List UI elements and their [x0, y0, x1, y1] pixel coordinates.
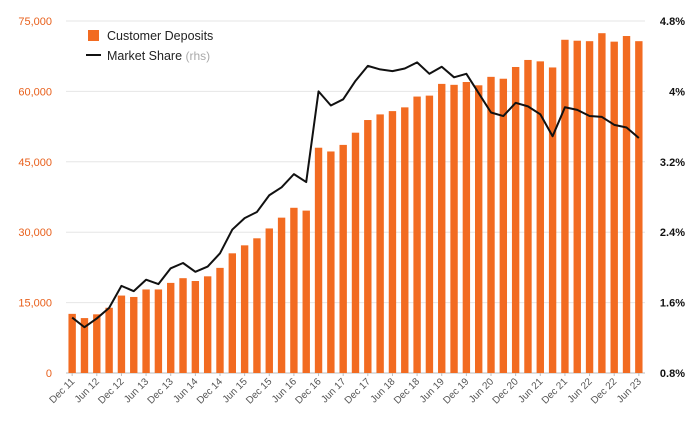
bar: [191, 281, 200, 373]
bar: [524, 59, 532, 373]
x-tick-label: Dec 14: [195, 376, 225, 406]
bar: [314, 147, 323, 373]
bar: [475, 85, 483, 374]
bar: [290, 207, 298, 373]
bar: [93, 314, 101, 373]
bar: [130, 296, 138, 373]
legend-label-market-share-name: Market Share: [107, 49, 182, 63]
bar: [228, 253, 236, 373]
x-tick-label: Dec 22: [589, 376, 619, 406]
bar: [376, 114, 384, 374]
bar-series-customer-deposits: [68, 33, 643, 374]
x-tick-label: Jun 23: [615, 376, 644, 405]
left-tick-label: 30,000: [18, 227, 52, 239]
bar: [117, 295, 126, 373]
x-tick-label: Dec 11: [48, 376, 78, 406]
left-axis: 0 15,000 30,000 45,000 60,000 75,000: [18, 16, 52, 380]
x-tick-label: Dec 20: [491, 376, 521, 406]
bar: [499, 78, 508, 373]
left-tick-label: 0: [46, 368, 52, 380]
left-tick-label: 45,000: [18, 157, 52, 169]
bar: [253, 238, 261, 373]
bar: [265, 228, 273, 373]
right-tick-label: 4.8%: [660, 16, 685, 28]
bar: [167, 282, 175, 373]
bar: [635, 41, 643, 374]
bar: [80, 318, 89, 373]
x-tick-label: Dec 17: [343, 376, 373, 406]
x-tick-label: Dec 18: [392, 376, 422, 406]
right-tick-label: 4%: [669, 86, 685, 98]
x-tick-label: Dec 19: [441, 376, 471, 406]
bar: [585, 41, 594, 374]
x-tick-label: Dec 16: [293, 376, 323, 406]
right-axis: 0.8% 1.6% 2.4% 3.2% 4% 4.8%: [660, 16, 685, 380]
bar: [277, 217, 286, 373]
bar: [388, 111, 397, 374]
bar: [351, 132, 360, 373]
legend: Customer Deposits Market Share (rhs): [86, 29, 213, 63]
left-tick-label: 15,000: [18, 298, 52, 310]
bar: [548, 67, 557, 374]
right-tick-label: 3.2%: [660, 157, 685, 169]
bar: [425, 95, 434, 374]
bar: [302, 210, 310, 373]
line-series-market-share: [71, 61, 640, 329]
x-tick-label: Dec 12: [96, 376, 126, 406]
bar: [610, 41, 618, 374]
bar: [68, 313, 76, 373]
legend-label-market-share: Market Share (rhs): [107, 49, 210, 63]
bar: [327, 151, 335, 373]
x-tick-label: Dec 21: [540, 376, 570, 406]
bar: [536, 61, 544, 374]
bar: [154, 289, 163, 373]
bar: [142, 289, 150, 373]
bar: [561, 39, 569, 374]
bar: [438, 83, 446, 373]
bar: [179, 278, 187, 373]
legend-label-customer-deposits: Customer Deposits: [107, 29, 213, 43]
left-tick-label: 60,000: [18, 86, 52, 98]
right-tick-label: 0.8%: [660, 368, 685, 380]
bar: [511, 66, 520, 374]
bar: [216, 267, 224, 373]
bar: [105, 307, 113, 373]
legend-swatch-bar: [88, 30, 99, 41]
bar: [240, 245, 249, 373]
left-tick-label: 75,000: [18, 16, 52, 28]
right-tick-label: 2.4%: [660, 227, 685, 239]
bar: [487, 76, 495, 373]
x-tick-label: Dec 15: [244, 376, 274, 406]
bar: [364, 120, 372, 373]
bar: [573, 40, 581, 374]
bar: [413, 96, 421, 373]
x-tick-label: Dec 13: [146, 376, 176, 406]
market-share-line: [71, 61, 640, 329]
bar: [339, 144, 347, 373]
bar: [622, 36, 631, 374]
bar: [401, 107, 409, 374]
bar: [462, 82, 471, 373]
bar: [598, 33, 606, 373]
bar: [203, 276, 212, 373]
bar: [450, 84, 458, 373]
legend-label-rhs: (rhs): [186, 49, 211, 63]
right-tick-label: 1.6%: [660, 298, 685, 310]
